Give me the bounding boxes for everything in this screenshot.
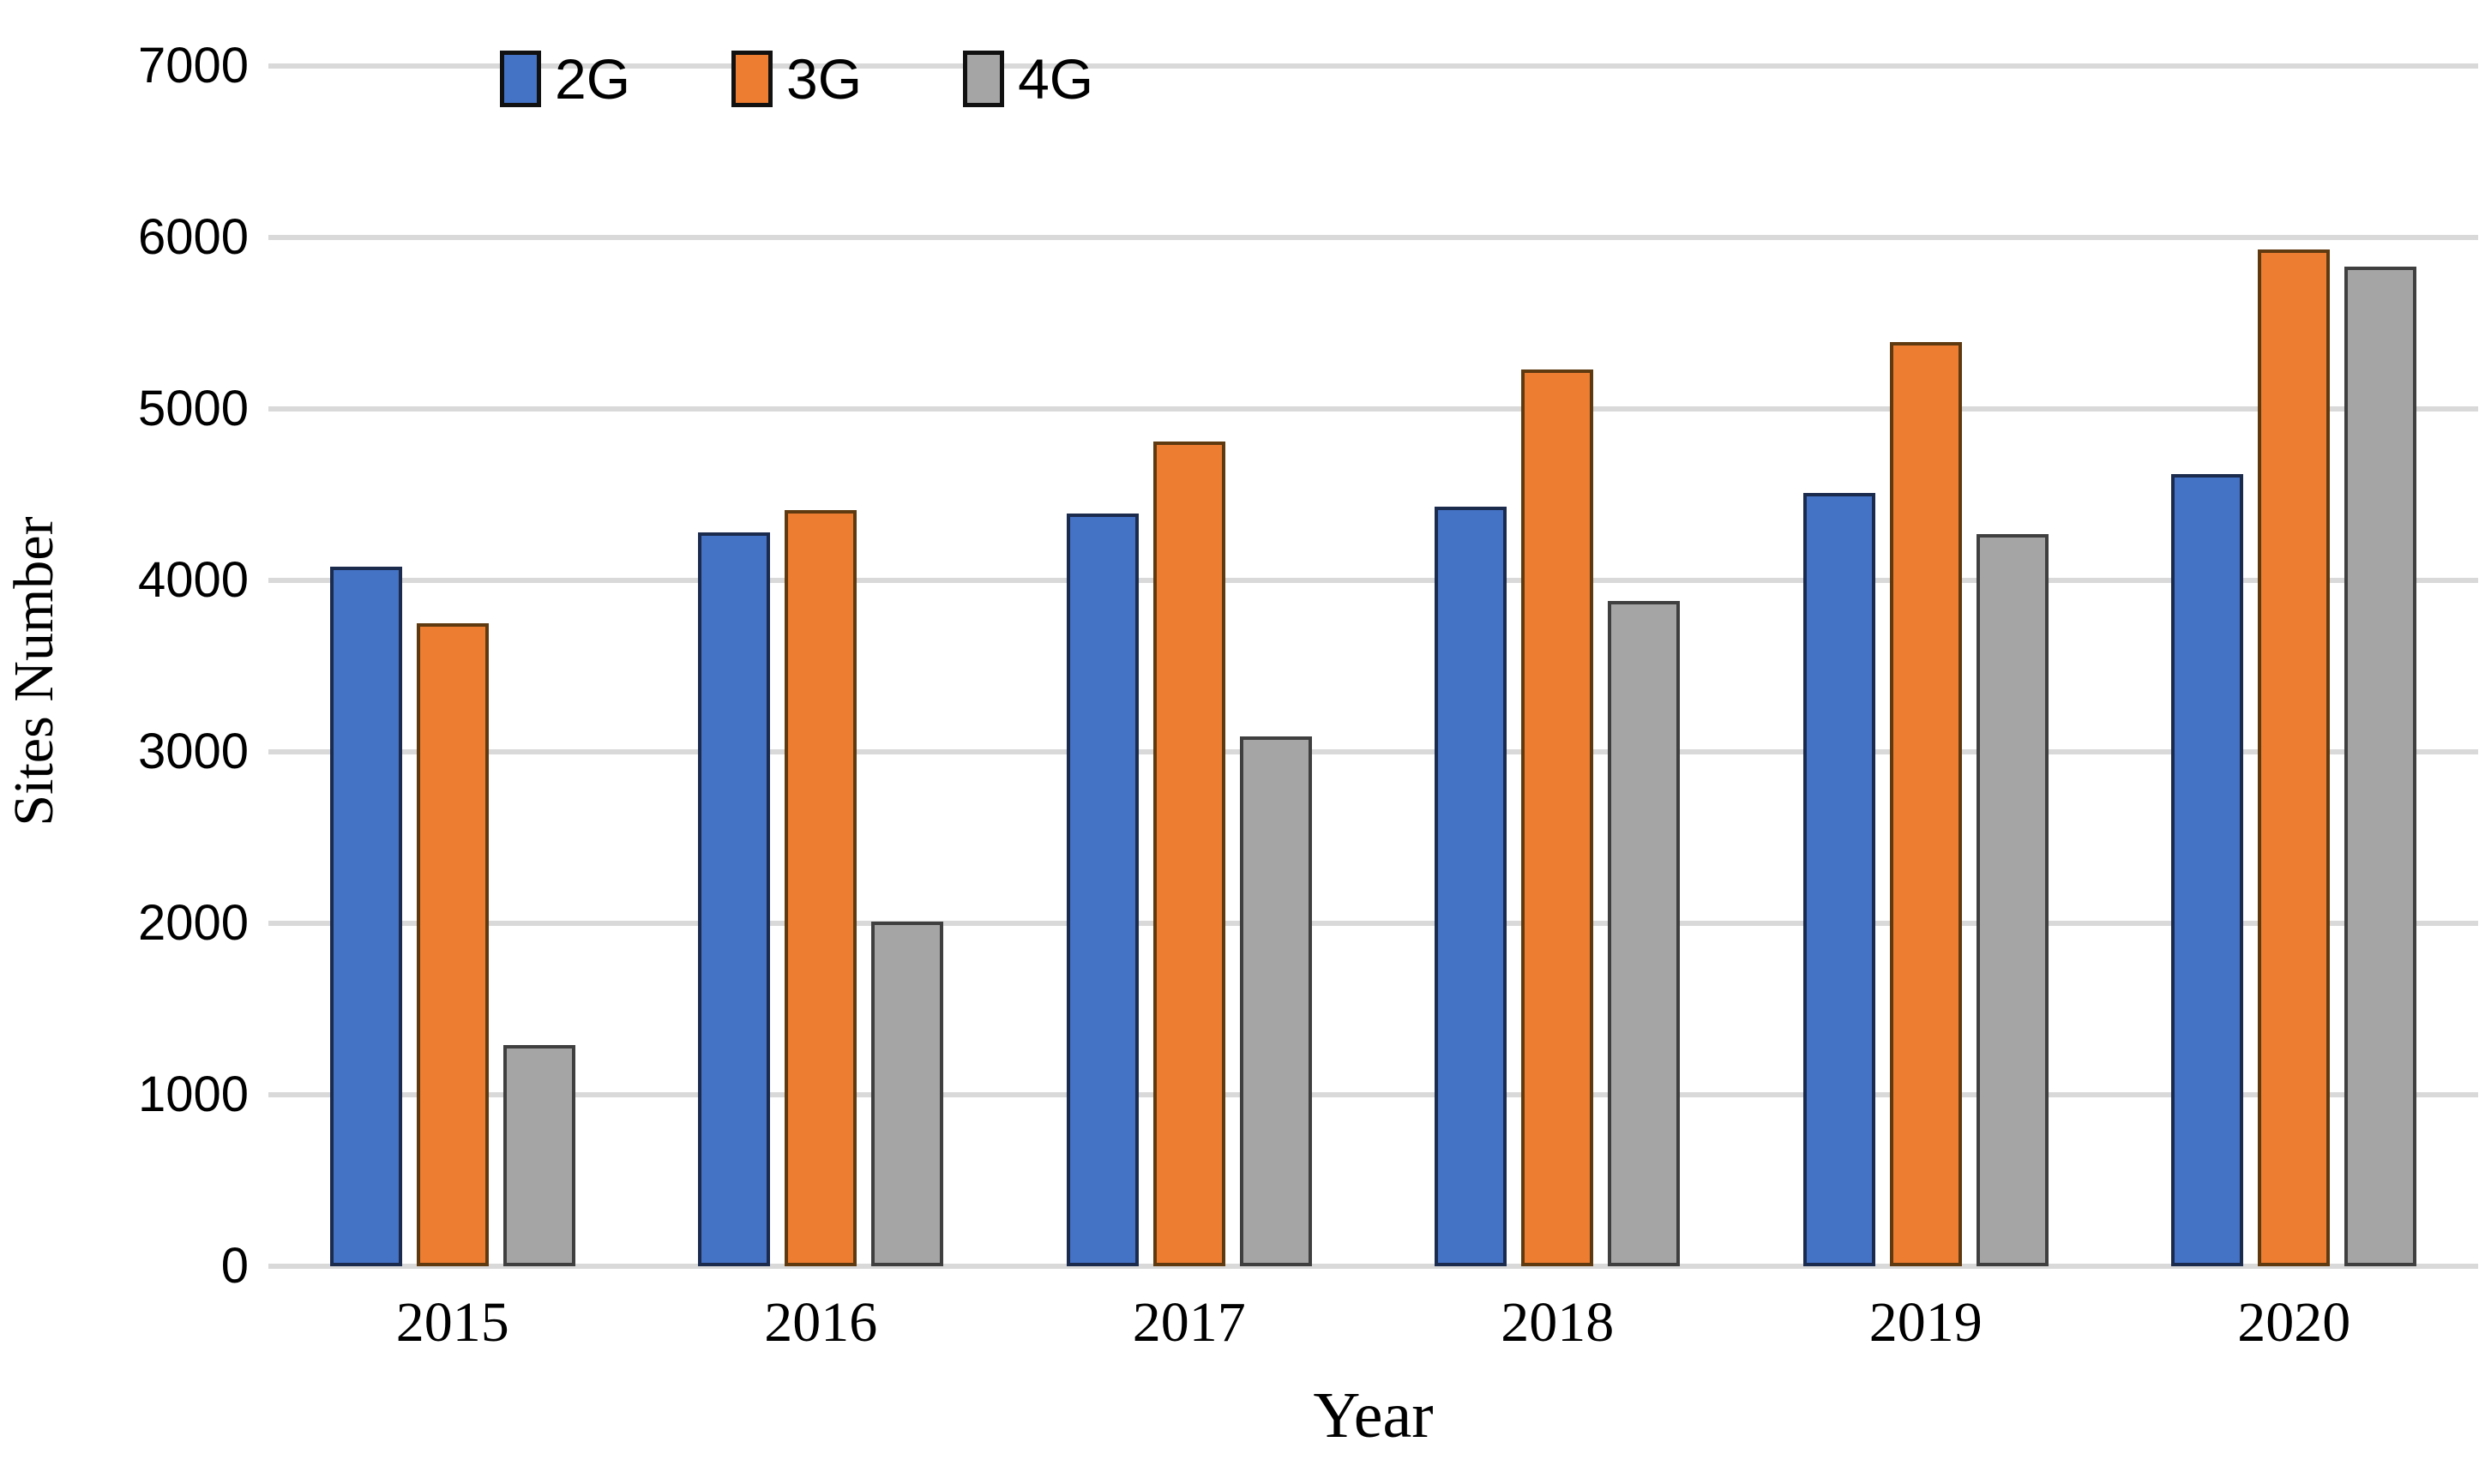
bar-3g-2015	[416, 623, 489, 1266]
bar-3g-2019	[1889, 342, 1962, 1266]
bar-2g-2018	[1435, 507, 1507, 1266]
x-tick-label: 2015	[395, 1291, 509, 1354]
bar-group-2015	[268, 66, 637, 1266]
y-tick-label: 1000	[137, 1066, 249, 1122]
gridline	[268, 235, 2478, 240]
gridline	[268, 406, 2478, 412]
gridline	[268, 749, 2478, 754]
x-tick-label: 2016	[764, 1291, 878, 1354]
bar-3g-2018	[1521, 369, 1594, 1266]
legend: 2G 3G 4G	[500, 46, 1093, 111]
legend-label: 3G	[786, 47, 863, 111]
plot-area	[268, 66, 2478, 1266]
bar-group-2019	[1742, 66, 2110, 1266]
x-tick-label: 2019	[1868, 1291, 1983, 1354]
bar-2g-2017	[1066, 514, 1139, 1266]
bar-4g-2016	[871, 922, 944, 1266]
gridline	[268, 1092, 2478, 1097]
bar-4g-2015	[502, 1045, 575, 1266]
gridline	[268, 578, 2478, 583]
bar-4g-2018	[1608, 601, 1681, 1266]
y-tick-label: 2000	[137, 895, 249, 951]
x-tick-label: 2018	[1501, 1291, 1615, 1354]
y-tick-label: 6000	[137, 209, 249, 265]
gridline	[268, 1264, 2478, 1269]
bar-group-2020	[2110, 66, 2479, 1266]
legend-swatch-icon	[500, 51, 541, 107]
legend-item-2g: 2G	[500, 46, 630, 111]
legend-swatch-icon	[731, 51, 773, 107]
x-tick-label: 2017	[1132, 1291, 1246, 1354]
x-tick-label: 2020	[2237, 1291, 2351, 1354]
bar-group-2017	[1005, 66, 1374, 1266]
bar-4g-2020	[2344, 267, 2417, 1266]
gridline	[268, 921, 2478, 926]
gridline	[268, 63, 2478, 69]
x-axis-title: Year	[1313, 1379, 1434, 1451]
bar-group-2018	[1374, 66, 1742, 1266]
bar-2g-2016	[698, 532, 771, 1266]
bar-group-2016	[637, 66, 1006, 1266]
legend-item-4g: 4G	[963, 46, 1093, 111]
legend-swatch-icon	[963, 51, 1005, 107]
bar-4g-2017	[1239, 736, 1312, 1266]
y-tick-label: 5000	[137, 381, 249, 436]
y-tick-label: 3000	[137, 724, 249, 779]
bar-2g-2015	[329, 567, 402, 1266]
y-tick-label: 0	[220, 1238, 249, 1294]
bar-3g-2016	[785, 510, 857, 1266]
bar-2g-2020	[2171, 474, 2244, 1266]
legend-label: 4G	[1018, 47, 1094, 111]
y-tick-label: 7000	[137, 38, 249, 93]
bar-3g-2020	[2258, 249, 2331, 1266]
bar-2g-2019	[1802, 493, 1875, 1266]
bar-3g-2017	[1152, 442, 1225, 1266]
legend-item-3g: 3G	[731, 46, 862, 111]
y-axis-title: Sites Number	[3, 516, 65, 826]
legend-label: 2G	[555, 47, 631, 111]
y-tick-label: 4000	[137, 552, 249, 608]
bar-4g-2019	[1976, 534, 2049, 1266]
